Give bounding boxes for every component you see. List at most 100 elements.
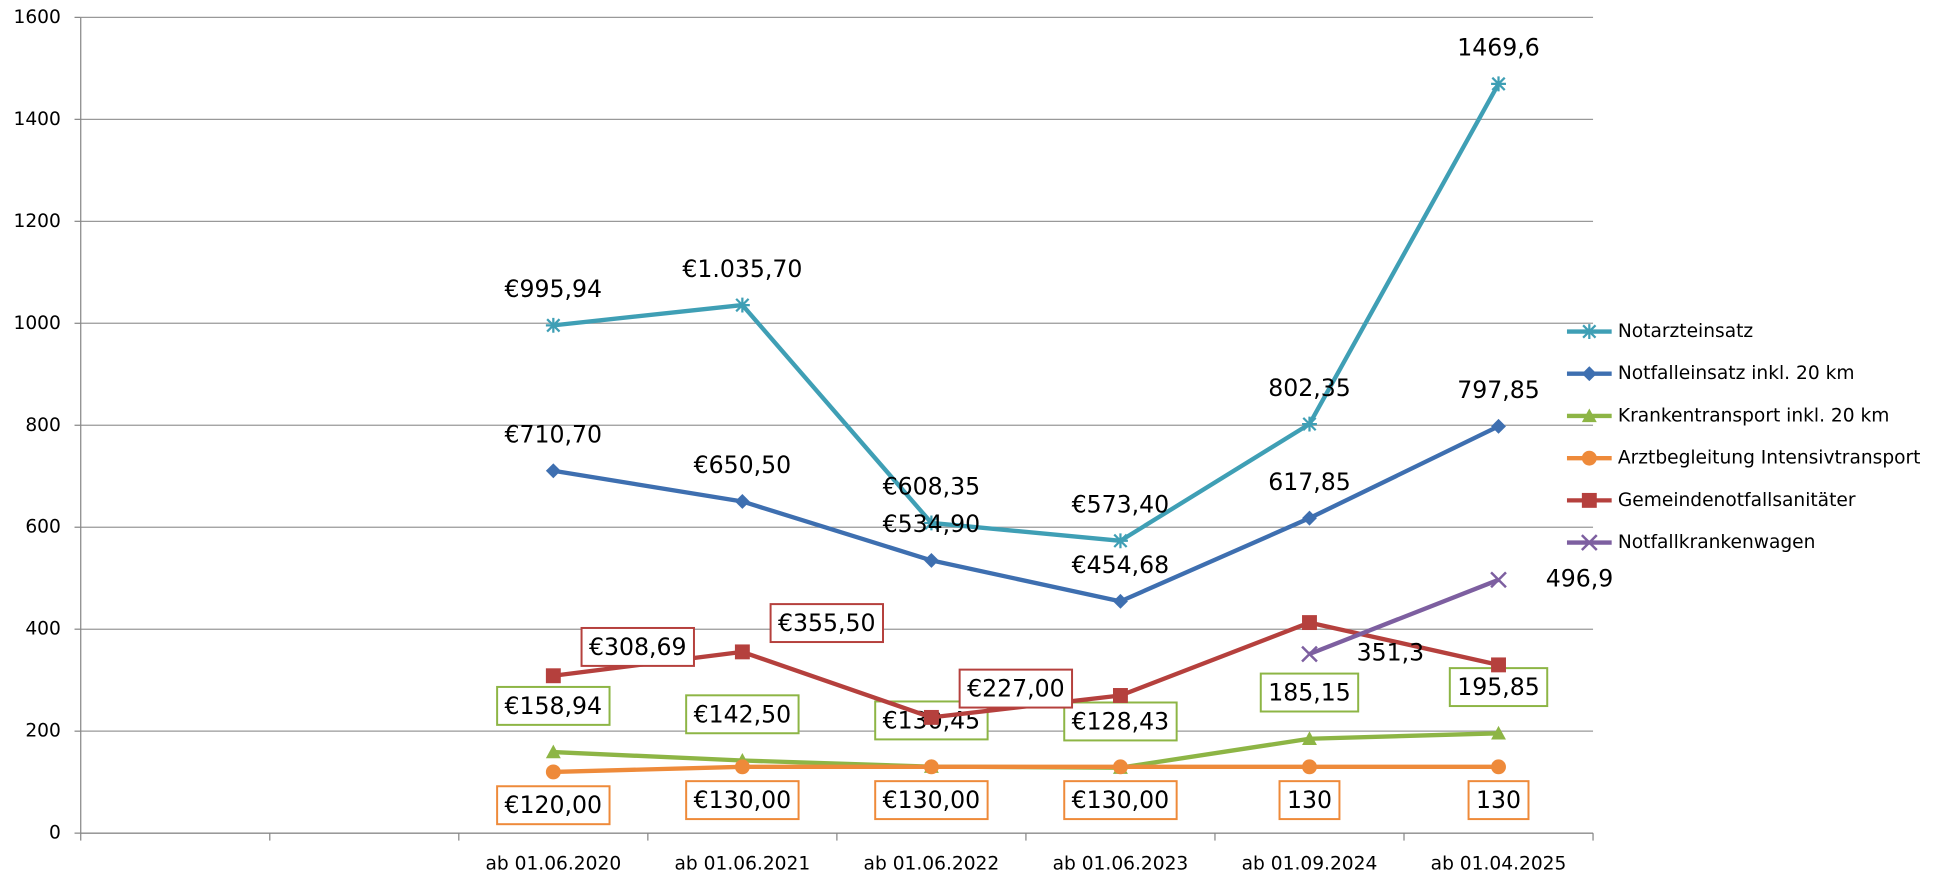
marker [734,494,750,509]
series-line [1308,577,1500,657]
label-box [685,694,800,735]
marker [545,317,561,333]
value-label: 195,85 [1457,673,1540,701]
value-label: €650,50 [694,451,792,479]
marker [1112,688,1128,703]
value-label: €454,68 [1072,551,1170,579]
label-box [769,603,884,644]
marker [923,515,939,531]
marker [923,759,939,775]
series-line [553,82,1501,543]
label-box [496,685,611,726]
legend-label: Arztbegleitung Intensivtransport [1618,448,1921,469]
legend-label: Notfalleinsatz inkl. 20 km [1618,363,1855,384]
label-box [496,785,611,826]
legend-marker [1581,450,1597,466]
legend-label: Krankentransport inkl. 20 km [1618,405,1890,426]
marker [1491,725,1506,740]
y-tick-label: 800 [25,415,61,436]
marker [1491,657,1506,673]
legend-marker [1581,408,1597,423]
label-box [580,626,695,667]
value-label: €308,69 [589,633,687,661]
marker [1491,76,1506,92]
legend-label: Gemeindenotfallsanitäter [1618,490,1856,511]
value-label: €608,35 [883,473,981,501]
label-box [1063,780,1178,821]
value-label: 802,35 [1268,374,1351,402]
marker [545,744,561,759]
y-tick-label: 0 [49,823,61,844]
x-tick-label: ab 01.06.2021 [675,854,811,872]
label-box [958,668,1074,709]
marker [734,297,750,313]
value-label: 351,3 [1357,639,1425,667]
y-tick-label: 400 [25,619,61,640]
value-label: 797,85 [1457,376,1540,404]
label-box [1448,667,1549,708]
series-line [552,424,1500,604]
value-label: €710,70 [505,421,603,449]
marker [1302,731,1317,745]
marker [1491,418,1506,434]
x-tick-label: ab 01.09.2024 [1242,854,1378,872]
value-label: 130 [1287,786,1332,814]
value-label: €128,43 [1072,707,1170,735]
y-tick-label: 200 [25,721,61,742]
marker [1112,593,1128,609]
value-label: €995,94 [505,275,603,303]
value-label: €130,00 [1072,786,1170,814]
marker [1491,759,1506,775]
label-box [874,780,989,821]
legend-marker [1580,534,1598,551]
y-tick-label: 1000 [13,313,60,334]
value-label: €534,90 [883,510,981,538]
value-label: €573,40 [1072,491,1170,519]
marker [1112,533,1128,549]
legend-label: Notarzteinsatz [1618,321,1753,342]
marker [1490,571,1507,589]
marker [545,764,561,780]
legend-marker [1581,492,1597,508]
value-label: €142,50 [694,700,792,728]
label-box [1278,780,1341,821]
value-label: €1.035,70 [682,255,802,283]
x-tick-label: ab 01.04.2025 [1431,854,1567,872]
marker [1302,416,1317,432]
x-tick-label: ab 01.06.2020 [485,854,621,872]
value-label: 130 [1476,786,1521,814]
value-label: €130,00 [883,786,981,814]
marker [1302,759,1317,775]
marker [1301,645,1318,663]
legend-marker [1581,324,1597,339]
value-label: 617,85 [1268,468,1351,496]
marker [1112,759,1128,775]
value-label: 1469,6 [1457,34,1540,62]
x-tick-label: ab 01.06.2023 [1053,854,1189,872]
marker [923,709,939,725]
marker [545,463,561,479]
value-label: €120,00 [505,791,603,819]
marker [923,552,939,568]
series-line [553,731,1499,770]
y-tick-label: 1200 [13,211,60,232]
marker [734,759,750,775]
y-tick-label: 1600 [13,7,60,28]
marker [1302,510,1317,526]
legend-marker [1581,366,1597,382]
x-tick-label: ab 01.06.2022 [864,854,1000,872]
series-line [553,764,1499,775]
label-box [685,780,800,821]
value-label: 185,15 [1268,679,1351,707]
value-label: €227,00 [967,675,1065,703]
value-label: €355,50 [778,609,876,637]
y-tick-label: 1400 [13,109,60,130]
value-label: €130,00 [694,786,792,814]
label-box [1259,672,1360,713]
marker [734,644,750,660]
label-box [1467,780,1530,821]
value-label: €158,94 [505,692,603,720]
value-label: 496,9 [1546,564,1613,592]
y-tick-label: 600 [25,517,61,538]
